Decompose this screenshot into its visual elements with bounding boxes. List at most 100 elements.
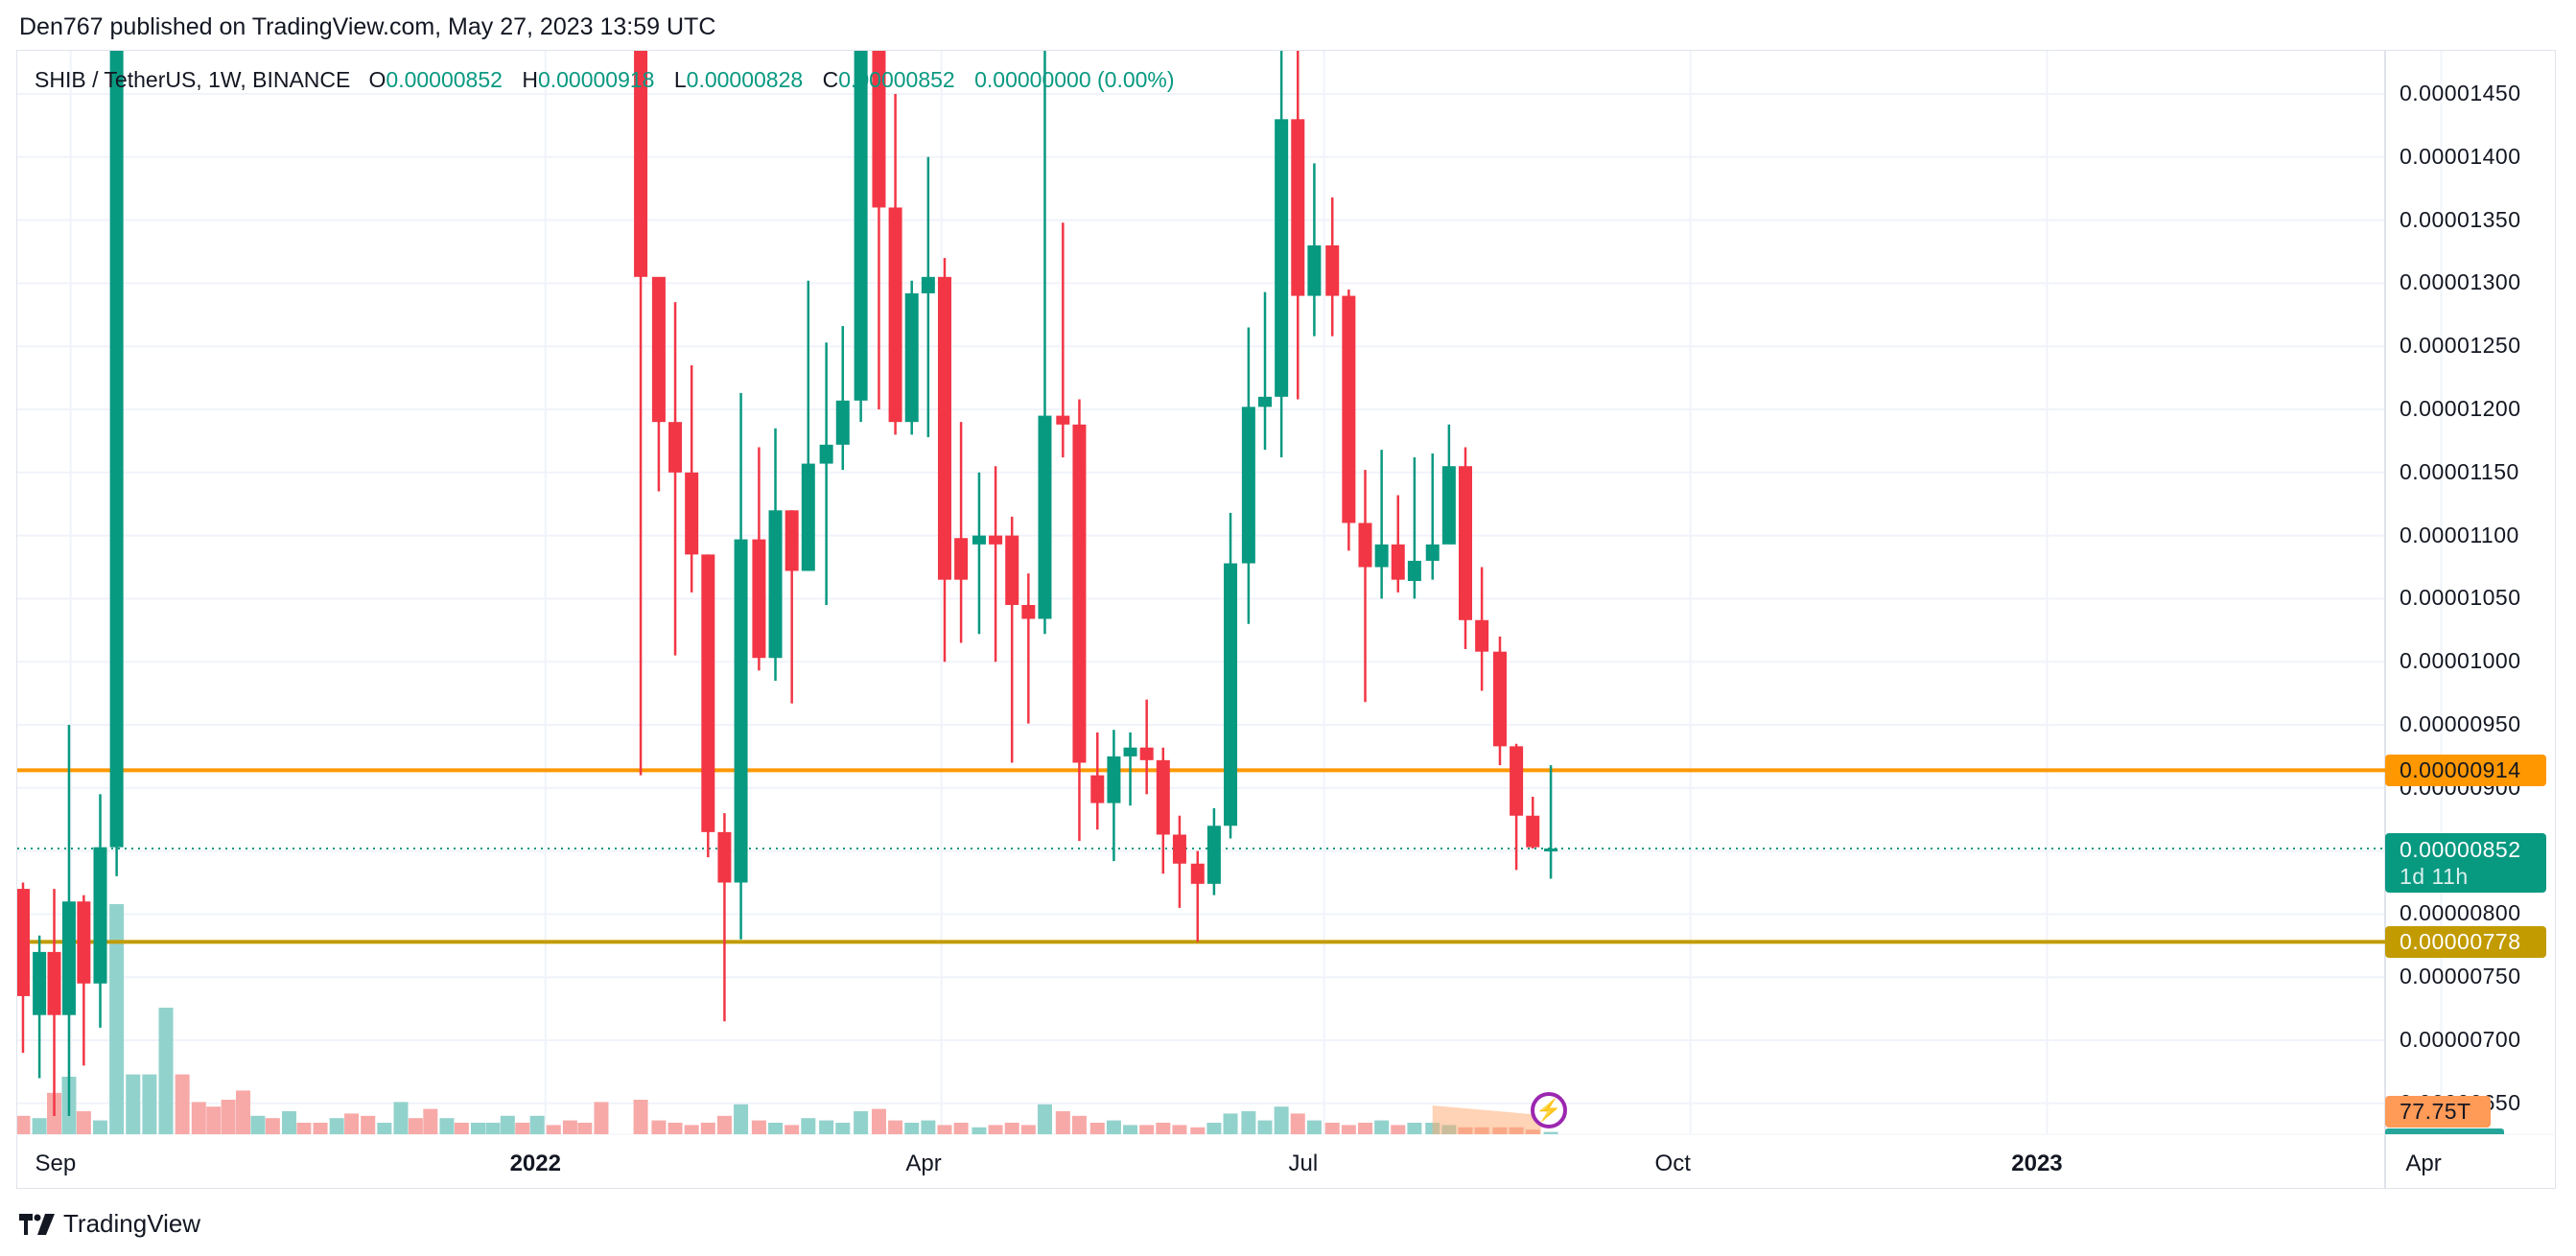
- lightning-icon[interactable]: ⚡: [1531, 1092, 1567, 1128]
- volume-bar: [1037, 1104, 1052, 1134]
- volume-bar: [1257, 1120, 1273, 1134]
- volume-bar: [667, 1123, 683, 1134]
- candle-down: [1172, 834, 1186, 864]
- time-tick-label: 2022: [509, 1151, 561, 1176]
- volume-bar: [439, 1118, 455, 1134]
- volume-bar: [191, 1102, 206, 1134]
- volume-bar: [904, 1123, 920, 1134]
- close-label: C: [822, 67, 839, 92]
- volume-bar: [562, 1120, 577, 1134]
- candle-up: [835, 400, 850, 445]
- resistance-price-badge: 0.00000914: [2385, 755, 2546, 786]
- candle-down: [1090, 775, 1105, 803]
- volume-bar: [423, 1108, 438, 1134]
- time-tick-label: 2023: [2011, 1151, 2063, 1176]
- candle-up: [1258, 396, 1273, 407]
- candle-up: [1123, 747, 1137, 756]
- volume-bar: [1543, 1131, 1558, 1134]
- volume-bar: [594, 1102, 609, 1134]
- change-value: 0.00000000 (0.00%): [974, 67, 1175, 92]
- volume-bar: [1106, 1120, 1121, 1134]
- candle-down: [634, 51, 648, 277]
- volume-bar: [1290, 1113, 1305, 1134]
- volume-bar: [988, 1125, 1003, 1134]
- volume-bar: [485, 1123, 501, 1134]
- brand-name: TradingView: [63, 1209, 201, 1238]
- tradingview-logo-icon: [19, 1213, 55, 1235]
- volume-bar: [953, 1123, 969, 1134]
- candle-up: [1407, 560, 1421, 581]
- support-price-badge: 0.00000778: [2385, 926, 2546, 958]
- volume-bar: [1241, 1111, 1256, 1134]
- price-tick-label: 0.00000750: [2400, 964, 2521, 989]
- candle-up: [1241, 407, 1255, 564]
- volume-bar: [577, 1123, 593, 1134]
- candle-down: [1072, 424, 1087, 763]
- volume-bar: [1089, 1123, 1105, 1134]
- time-tick-label: Oct: [1654, 1151, 1691, 1176]
- candle-down: [1475, 619, 1489, 652]
- current-price-badge: 0.00000852 1d 11h: [2385, 833, 2546, 893]
- volume-bar: [819, 1120, 834, 1134]
- candle-up: [1425, 544, 1440, 561]
- candle-down: [1021, 604, 1036, 619]
- volume-bar: [206, 1106, 222, 1134]
- open-label: O: [368, 67, 386, 92]
- symbol-title[interactable]: SHIB / TetherUS, 1W, BINANCE: [35, 67, 351, 92]
- candle-down: [77, 901, 91, 984]
- price-tick-label: 0.00001450: [2400, 81, 2521, 105]
- volume-bar: [109, 904, 125, 1134]
- candle-up: [854, 51, 868, 401]
- candle-down: [17, 889, 30, 996]
- candle-down: [701, 554, 715, 832]
- volume-bar: [835, 1123, 851, 1134]
- volume-bar: [265, 1118, 280, 1134]
- volume-bar: [1071, 1115, 1087, 1134]
- candle-down: [752, 539, 766, 659]
- candle-down: [685, 472, 699, 555]
- price-tick-label: 0.00001250: [2400, 333, 2521, 359]
- candle-up: [972, 535, 986, 545]
- volume-bar: [1306, 1120, 1322, 1134]
- volume-bar: [768, 1123, 784, 1134]
- volume-bar: [921, 1120, 936, 1134]
- candle-down: [1056, 415, 1070, 425]
- volume-bar: [751, 1120, 766, 1134]
- volume-bar: [1274, 1106, 1289, 1134]
- candle-up: [93, 847, 107, 984]
- candle-up: [801, 463, 815, 571]
- volume-bar: [716, 1115, 732, 1134]
- volume-bar: [854, 1111, 869, 1134]
- volume-bar: [344, 1113, 360, 1134]
- low-label: L: [673, 67, 687, 92]
- high-value: 0.00000918: [537, 67, 655, 92]
- price-tick-label: 0.00000800: [2400, 900, 2521, 926]
- tradingview-logo[interactable]: TradingView: [19, 1209, 200, 1239]
- volume-bar: [871, 1108, 886, 1134]
- candle-up: [1107, 756, 1121, 803]
- support-price: 0.00000778: [2400, 929, 2521, 954]
- chart-frame[interactable]: [16, 50, 2556, 1189]
- volume-bar: [126, 1074, 141, 1134]
- volume-bar: [1156, 1123, 1171, 1134]
- volume-bar: [221, 1100, 236, 1134]
- bar-countdown: 1d 11h: [2400, 864, 2469, 889]
- candle-down: [1391, 544, 1405, 580]
- current-price: 0.00000852: [2400, 837, 2521, 862]
- price-tick-label: 0.00001300: [2400, 269, 2521, 295]
- volume-bar: [377, 1123, 392, 1134]
- candle-down: [937, 276, 951, 580]
- price-tick-label: 0.00001100: [2400, 522, 2519, 547]
- resistance-price: 0.00000914: [2400, 757, 2521, 782]
- volume-bar: [937, 1125, 952, 1134]
- price-tick-label: 0.00001350: [2400, 206, 2521, 232]
- volume-badge: 77.75T: [2385, 1096, 2491, 1128]
- candle-down: [668, 422, 683, 473]
- candle-down: [1325, 244, 1340, 296]
- candle-down: [1139, 747, 1154, 760]
- candle-down: [1458, 466, 1472, 620]
- candle-up: [1441, 466, 1456, 545]
- candle-up: [109, 51, 124, 848]
- volume-bar: [734, 1104, 749, 1134]
